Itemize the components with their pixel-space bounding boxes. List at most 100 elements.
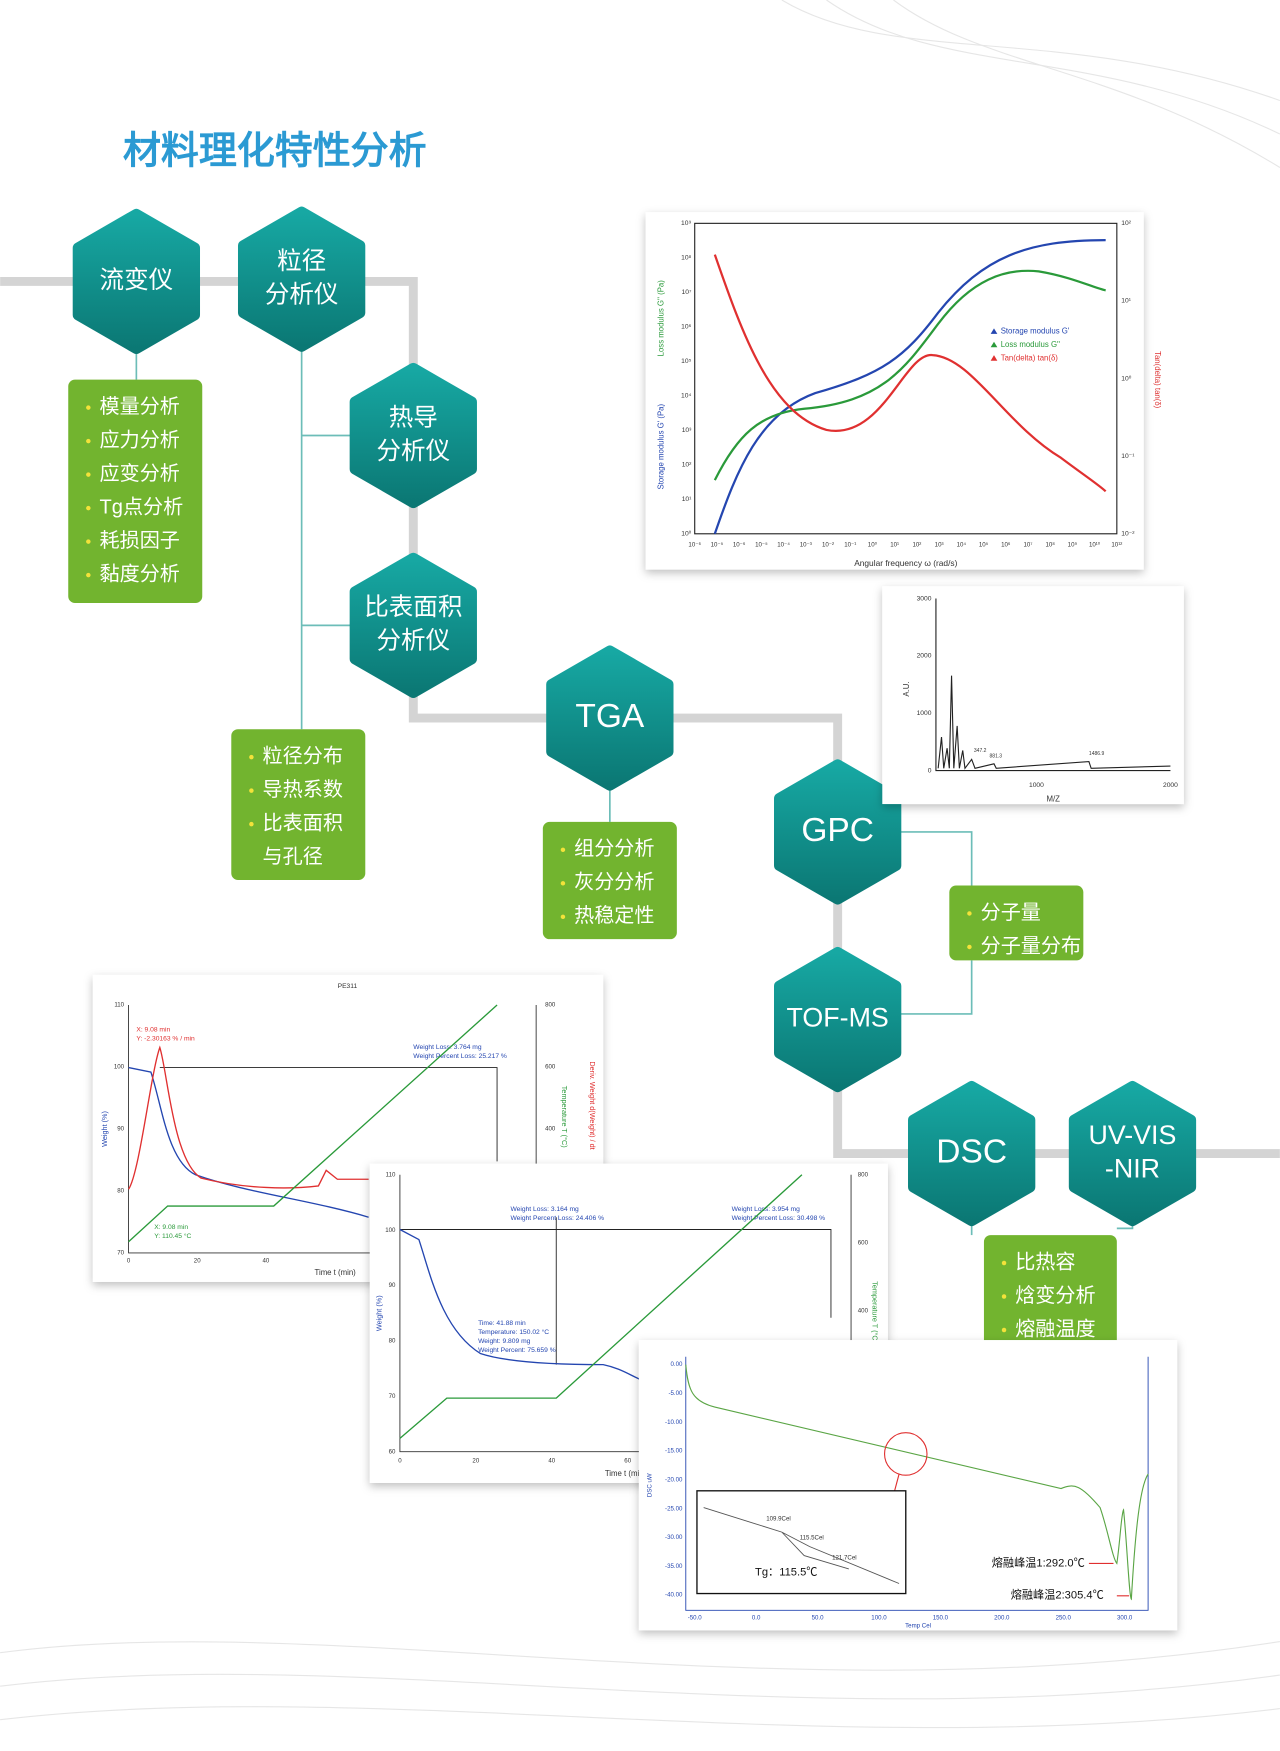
annotation: Weight Loss: 3.954 mg — [732, 1206, 801, 1213]
x-tick-label: 100.0 — [871, 1615, 887, 1622]
curve — [128, 1004, 498, 1243]
inset-label: 109.9Cel — [766, 1515, 791, 1522]
x-tick-label: 10⁻⁶ — [733, 542, 746, 549]
x-tick-label: 20 — [194, 1257, 201, 1264]
y3-axis-label: Deriv. Weight d(Weight) / dt — [588, 1061, 597, 1149]
y-tick-label: -15.00 — [665, 1448, 683, 1455]
instrument-label: 比表面积 — [364, 593, 462, 621]
x-tick-label: 0 — [398, 1457, 402, 1464]
annotation: Weight: 9.809 mg — [478, 1338, 531, 1345]
feature-item: 与孔径 — [263, 845, 323, 868]
y-tick-label: -20.00 — [665, 1476, 683, 1483]
x-tick-label: 10⁴ — [957, 542, 967, 549]
x-axis-label: Angular frequency ω (rad/s) — [854, 558, 957, 568]
x-axis-label: Time t (min) — [605, 1469, 647, 1478]
x-tick-label: 0 — [127, 1257, 131, 1264]
page-title: 材料理化特性分析 — [123, 128, 427, 172]
x-tick-label: 10⁷ — [1023, 542, 1032, 549]
bullet — [249, 754, 254, 760]
y-tick-label: 80 — [117, 1188, 124, 1195]
curve — [399, 1174, 803, 1439]
y-axis-label: A.U. — [902, 681, 911, 696]
chart-card — [882, 586, 1184, 805]
y-tick-label: -10.00 — [665, 1419, 683, 1426]
x-tick-label: 10⁰ — [868, 542, 878, 549]
y-tick-label: 10³ — [682, 427, 692, 434]
y-tick-label: 0 — [928, 767, 932, 774]
bullet — [1001, 1260, 1007, 1266]
annotation: Weight Percent: 75.659 % — [478, 1347, 556, 1354]
y2-tick-label: 400 — [545, 1126, 556, 1133]
y2-tick-label: 10⁻¹ — [1121, 453, 1135, 460]
y2-tick-label: 800 — [545, 1002, 556, 1009]
x-axis-label: M/Z — [1046, 795, 1060, 804]
x-tick-label: 10¹ — [890, 542, 899, 549]
instrument-hexagon — [774, 946, 902, 1093]
y-tick-label: 80 — [389, 1338, 396, 1345]
feature-item: 应变分析 — [100, 462, 180, 485]
y-tick-label: -25.00 — [665, 1505, 683, 1512]
y-tick-label: 100 — [385, 1227, 396, 1234]
y-tick-label: -40.00 — [665, 1592, 683, 1599]
y-tick-label: 70 — [117, 1250, 124, 1257]
annotation: Weight Percent Loss: 25.217 % — [413, 1053, 507, 1060]
feature-item: 焓变分析 — [1015, 1284, 1095, 1307]
feature-item: 粒径分布 — [263, 744, 343, 767]
y-tick-label: -35.00 — [665, 1563, 683, 1570]
annotation: Weight Percent Loss: 30.498 % — [732, 1215, 826, 1222]
curve — [399, 1228, 643, 1381]
plot-frame — [694, 222, 1118, 535]
y2-tick-label: 10⁰ — [1121, 374, 1131, 382]
x-tick-label: 50.0 — [812, 1615, 825, 1622]
bullet — [967, 944, 972, 950]
y-tick-label: 1000 — [917, 710, 932, 717]
bullet — [967, 911, 972, 916]
x-tick-label: 10⁶ — [1001, 542, 1011, 549]
annotation: X: 9.08 min — [136, 1026, 170, 1033]
y2-axis-label: Temperature T (°C) — [871, 1281, 880, 1343]
feature-box — [231, 729, 366, 880]
feature-box — [542, 821, 677, 940]
x-tick-label: 200.0 — [994, 1615, 1010, 1622]
instrument-label: 热导 — [389, 403, 438, 431]
instrument-label: 分析仪 — [376, 627, 450, 655]
curve — [713, 269, 1106, 481]
bullet — [560, 881, 566, 886]
x-tick-label: 10⁻³ — [800, 542, 812, 549]
x-tick-label: 10⁻⁵ — [711, 542, 724, 549]
y2-tick-label: 600 — [858, 1240, 869, 1247]
annotation: Y: -2.30163 % / min — [136, 1035, 195, 1042]
curve — [159, 1067, 498, 1162]
y-tick-label: 90 — [117, 1126, 124, 1133]
y-axis-label: Loss modulus G'' (Pa) — [656, 280, 665, 357]
instrument-label: GPC — [801, 812, 874, 849]
y-tick-label: 3000 — [917, 595, 932, 602]
y2-tick-label: 800 — [858, 1171, 869, 1178]
y-tick-label: 60 — [389, 1448, 396, 1455]
peak-label: 熔融峰温2:305.4℃ — [1011, 1588, 1104, 1602]
annotation: Weight Loss: 3.764 mg — [413, 1044, 482, 1051]
bullet — [560, 847, 566, 853]
bullet — [86, 405, 91, 410]
feature-item: 应力分析 — [100, 428, 180, 451]
y-axis-label: Storage modulus G' (Pa) — [656, 404, 665, 490]
instrument-hexagon — [1068, 1080, 1197, 1227]
feature-item: 灰分分析 — [574, 871, 654, 894]
y-tick-label: 2000 — [917, 653, 932, 660]
y-tick-label: 10⁸ — [681, 255, 691, 262]
feature-item: 黏度分析 — [100, 562, 180, 585]
x-tick-label: 60 — [624, 1457, 631, 1464]
bullet — [86, 472, 91, 477]
tg-label: Tg：115.5℃ — [755, 1566, 817, 1578]
curve — [399, 1217, 832, 1365]
x-tick-label: 20 — [472, 1457, 479, 1464]
y2-axis-label: Tan(delta) tan(δ) — [1153, 351, 1162, 409]
legend-marker — [990, 341, 998, 348]
annotation: Time: 41.88 min — [478, 1320, 526, 1327]
y-tick-label: 90 — [389, 1282, 396, 1289]
x-tick-label: 10⁻¹ — [844, 542, 856, 549]
curve — [128, 1066, 369, 1218]
y-tick-label: 10¹ — [682, 496, 692, 503]
x-tick-label: 150.0 — [933, 1615, 949, 1622]
chart-title: PE311 — [338, 983, 358, 990]
